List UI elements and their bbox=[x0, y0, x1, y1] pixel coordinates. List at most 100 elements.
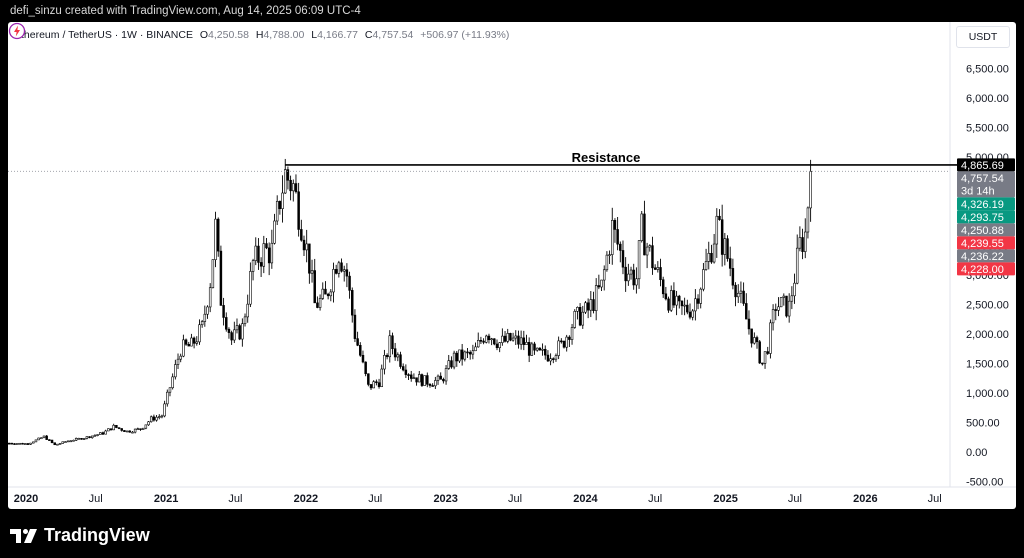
candle-body bbox=[699, 288, 702, 304]
candle-body bbox=[265, 243, 268, 249]
candle-body bbox=[589, 299, 593, 311]
candle-body bbox=[474, 346, 477, 352]
candle-body bbox=[771, 309, 775, 324]
candle-body bbox=[40, 437, 43, 440]
candle-body bbox=[688, 311, 692, 318]
candle-body bbox=[391, 335, 394, 350]
candle-body bbox=[337, 262, 341, 274]
candle-body bbox=[769, 322, 772, 354]
candle-body bbox=[308, 243, 311, 274]
price-tag-label: 4,236.22 bbox=[961, 251, 1004, 263]
candle-body bbox=[399, 354, 402, 367]
candle-body bbox=[656, 267, 660, 270]
candle-body bbox=[233, 329, 236, 341]
candle-body bbox=[147, 421, 150, 426]
candle-body bbox=[26, 443, 30, 445]
candle-body bbox=[726, 238, 729, 259]
candle-body bbox=[533, 343, 536, 351]
y-tick-label: 2,000.00 bbox=[966, 329, 1009, 341]
price-tag-label: 4,250.88 bbox=[961, 225, 1004, 237]
candle-body bbox=[96, 434, 99, 436]
candle-body bbox=[715, 215, 719, 245]
candle-body bbox=[723, 238, 727, 255]
candle-body bbox=[592, 299, 595, 311]
candle-body bbox=[8, 442, 11, 445]
candle-body bbox=[578, 307, 582, 326]
price-tag bbox=[957, 210, 1015, 224]
candle-body bbox=[683, 304, 686, 307]
candle-body bbox=[158, 416, 161, 418]
candle-body bbox=[672, 290, 676, 306]
candle-body bbox=[710, 252, 713, 263]
price-chart[interactable]: 6,500.006,000.005,500.005,000.004,500.00… bbox=[8, 22, 1016, 509]
x-tick-label: 2021 bbox=[154, 493, 178, 505]
candle-body bbox=[627, 273, 630, 282]
candle-body bbox=[310, 270, 314, 274]
y-tick-label: -500.00 bbox=[966, 477, 1003, 489]
candle-body bbox=[377, 382, 381, 387]
x-tick-label: Jul bbox=[228, 493, 242, 505]
candle-body bbox=[109, 428, 113, 431]
candle-body bbox=[463, 351, 467, 360]
candle-body bbox=[444, 368, 448, 382]
y-tick-label: 6,000.00 bbox=[966, 93, 1009, 105]
candle-body bbox=[707, 252, 710, 262]
candle-body bbox=[586, 302, 590, 311]
candle-body bbox=[139, 428, 142, 430]
candle-body bbox=[702, 269, 705, 290]
price-tag-label: 4,326.19 bbox=[961, 199, 1004, 211]
candle-body bbox=[353, 314, 357, 339]
candle-body bbox=[152, 416, 156, 421]
high-key: H bbox=[255, 29, 264, 41]
candle-body bbox=[455, 352, 459, 362]
candle-body bbox=[686, 304, 689, 313]
low-value: 4,166.77 bbox=[317, 29, 358, 41]
candle-body bbox=[171, 376, 174, 389]
candle-body bbox=[133, 428, 137, 433]
symbol-title[interactable]: Ethereum / TetherUS · 1W · BINANCE bbox=[14, 29, 193, 41]
candle-body bbox=[112, 424, 115, 431]
candle-body bbox=[787, 300, 791, 317]
candle-body bbox=[249, 271, 252, 305]
x-tick-label: 2026 bbox=[853, 493, 877, 505]
candle-body bbox=[742, 290, 745, 304]
low-key: L bbox=[311, 29, 318, 41]
price-tag bbox=[957, 249, 1015, 263]
candle-body bbox=[361, 354, 365, 363]
y-tick-label: 6,500.00 bbox=[966, 64, 1009, 76]
candle-body bbox=[584, 302, 587, 313]
open-key: O bbox=[199, 29, 209, 41]
candle-body bbox=[487, 335, 491, 341]
candle-body bbox=[284, 169, 287, 194]
currency-button[interactable]: USDT bbox=[956, 26, 1010, 48]
candle-body bbox=[418, 374, 421, 383]
candle-body bbox=[141, 427, 145, 430]
lightning-icon[interactable] bbox=[8, 22, 26, 40]
candle-body bbox=[168, 387, 172, 393]
credit-text: defi_sinzu created with TradingView.com,… bbox=[10, 5, 361, 17]
y-tick-label: 1,000.00 bbox=[966, 388, 1009, 400]
candle-body bbox=[439, 375, 442, 380]
candle-body bbox=[294, 183, 298, 193]
candle-body bbox=[637, 240, 641, 280]
candle-body bbox=[99, 432, 102, 435]
chart-panel[interactable]: 6,500.006,000.005,500.005,000.004,500.00… bbox=[8, 22, 1016, 509]
candle-body bbox=[393, 348, 397, 358]
y-tick-label: 2,500.00 bbox=[966, 300, 1009, 312]
candle-body bbox=[793, 282, 796, 297]
candle-body bbox=[774, 309, 778, 311]
candle-body bbox=[568, 336, 571, 340]
candle-body bbox=[519, 337, 523, 345]
candle-body bbox=[383, 355, 386, 370]
candle-body bbox=[785, 295, 788, 317]
candle-body bbox=[203, 313, 207, 322]
candle-body bbox=[198, 324, 201, 343]
candle-body bbox=[254, 245, 257, 261]
candle-body bbox=[597, 285, 601, 288]
candle-body bbox=[495, 343, 499, 349]
tradingview-logo[interactable]: TradingView bbox=[10, 525, 150, 546]
candle-body bbox=[300, 229, 303, 241]
candle-body bbox=[691, 310, 694, 318]
candle-body bbox=[53, 442, 56, 446]
candle-body bbox=[305, 243, 308, 251]
